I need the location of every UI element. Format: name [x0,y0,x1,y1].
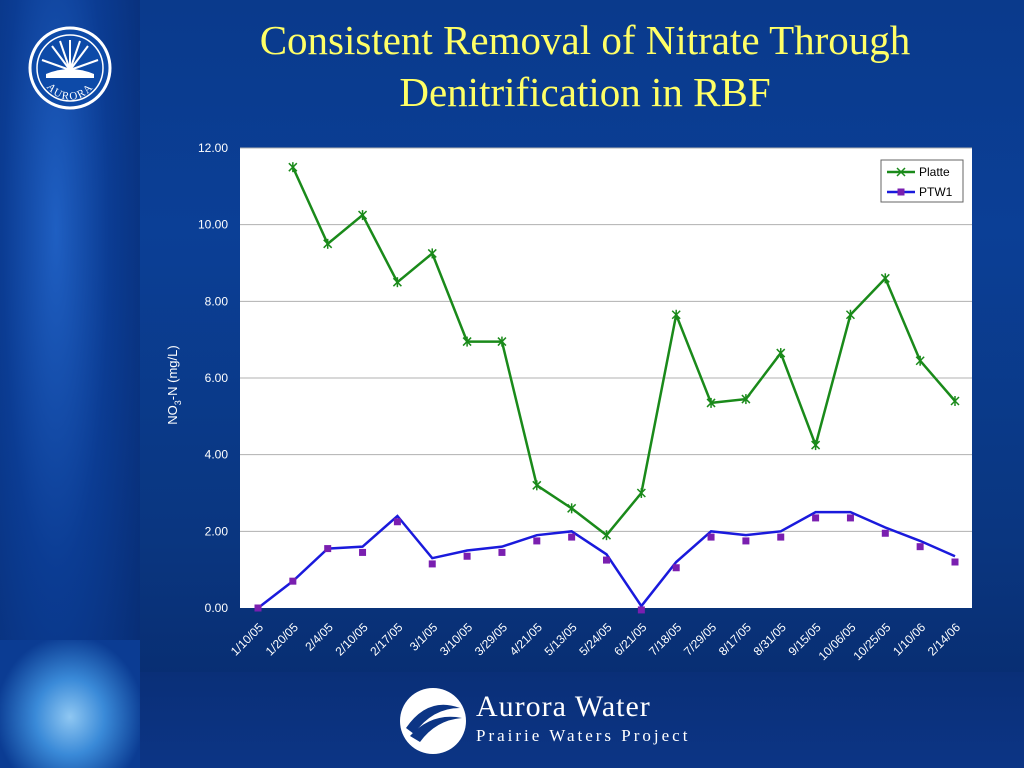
x-tick-label: 8/17/05 [716,620,754,658]
point-platte [671,309,681,320]
x-tick-label: 7/29/05 [681,620,719,658]
point-ptw1 [533,537,541,545]
aurora-water-wave-logo-icon [400,688,466,754]
x-tick-label: 3/10/05 [437,620,475,658]
x-tick-label: 2/17/05 [367,620,405,658]
point-platte [392,277,402,288]
point-platte [845,309,855,320]
legend: Platte PTW1 [880,159,964,203]
point-ptw1 [254,604,262,612]
point-platte [532,480,542,491]
y-tick-label: 10.00 [198,218,228,232]
x-tick-label: 7/18/05 [646,620,684,658]
point-ptw1 [568,533,576,541]
y-tick-label: 0.00 [205,601,229,615]
x-tick-label: 1/10/06 [890,620,928,658]
point-platte [462,336,472,347]
point-platte [567,503,577,514]
y-tick-label: 6.00 [205,371,229,385]
point-platte [915,355,925,366]
x-tick-label: 6/21/05 [611,620,649,658]
point-ptw1 [672,564,680,572]
aurora-sun-emblem-icon: AURORA [28,26,112,110]
point-ptw1 [916,543,924,551]
point-platte [497,336,507,347]
legend-box [880,159,964,203]
y-tick-label: 4.00 [205,448,229,462]
x-tick-label: 1/10/05 [228,620,266,658]
point-ptw1 [324,545,332,553]
point-ptw1 [777,533,785,541]
x-tick-label: 1/20/05 [263,620,301,658]
x-tick-labels: 1/10/051/20/05 2/4/052/10/052/17/05 3/1/05… [228,620,963,663]
point-platte [811,440,821,451]
footer-brand: Aurora Water [476,690,651,723]
x-tick-label: 10/06/05 [816,620,859,663]
x-tick-label: 2/4/05 [302,620,336,654]
point-platte [706,397,716,408]
point-ptw1 [881,529,889,537]
x-tick-label: 4/21/05 [507,620,545,658]
slide-title: Consistent Removal of Nitrate Through De… [259,17,911,115]
point-ptw1 [463,552,471,560]
point-platte [601,530,612,541]
point-ptw1 [428,560,436,568]
point-ptw1 [359,548,367,556]
legend-label-platte: Platte [919,165,950,179]
x-tick-label: 8/31/05 [751,620,789,658]
point-platte [880,273,890,284]
point-ptw1 [393,518,401,526]
point-ptw1 [951,558,959,566]
point-platte [741,394,751,405]
series-line-ptw1 [257,510,956,609]
y-tick-label: 2.00 [205,524,229,538]
water-splash-image [0,640,140,768]
point-platte [288,162,298,173]
series-layer [254,162,960,614]
series-line-platte [291,166,956,537]
x-tick-label: 3/29/05 [472,620,510,658]
legend-marker-ptw1 [897,188,905,196]
point-ptw1 [707,533,715,541]
point-platte [358,210,368,221]
point-ptw1 [812,514,820,522]
y-tick-labels: 0.00 2.00 4.00 6.00 8.00 10.00 12.00 [198,141,228,615]
point-ptw1 [637,606,645,614]
point-platte [323,238,333,249]
legend-marker-platte [896,167,906,177]
point-ptw1 [289,577,297,585]
point-ptw1 [498,548,506,556]
x-tick-label: 2/14/06 [925,620,963,658]
point-platte [950,396,960,406]
x-tick-label: 5/24/05 [576,620,614,658]
y-axis-label: NO3-N (mg/L) [165,345,183,425]
x-tick-label: 3/1/05 [407,620,441,654]
point-platte [636,488,646,498]
footer-subtitle: Prairie Waters Project [476,726,691,745]
point-ptw1 [742,537,750,545]
y-tick-label: 8.00 [205,294,229,308]
point-platte [427,248,437,259]
point-platte [776,348,786,359]
point-ptw1 [603,556,610,564]
x-tick-label: 10/25/05 [850,620,893,663]
point-ptw1 [846,514,854,522]
x-tick-label: 5/13/05 [542,620,580,658]
footer-band [140,672,1024,768]
x-tick-label: 2/10/05 [332,620,370,658]
legend-label-ptw1: PTW1 [919,185,953,199]
y-tick-label: 12.00 [198,141,228,155]
